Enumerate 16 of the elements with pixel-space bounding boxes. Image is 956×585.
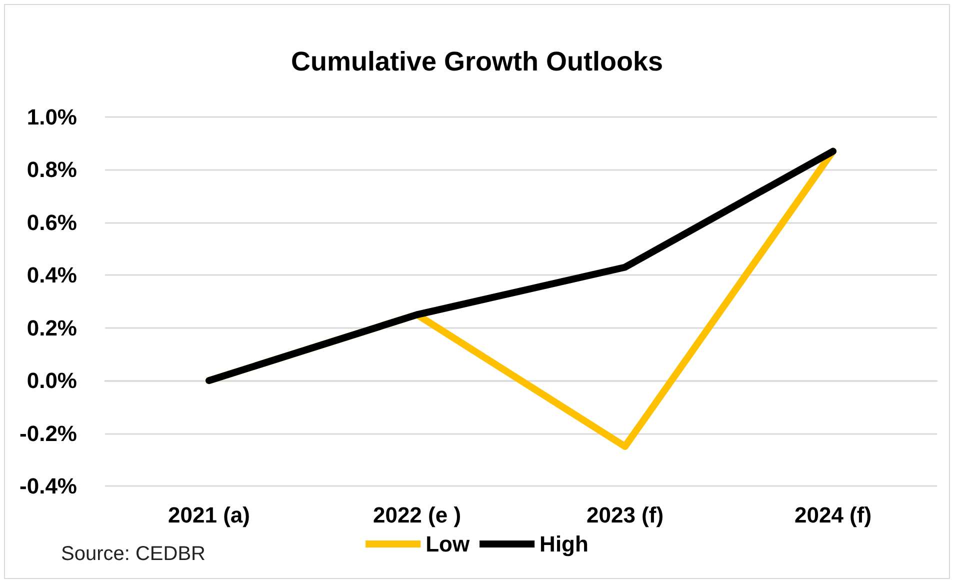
y-tick-label: 0.6% [26,210,77,235]
x-tick-label: 2021 (a) [168,502,250,528]
y-tick-label: -0.2% [20,420,77,446]
x-tick-label: 2022 (e ) [372,502,462,528]
x-tick-label: 2024 (f) [794,502,872,528]
source-note: Source: CEDBR [61,543,206,566]
chart-title: Cumulative Growth Outlooks [290,46,664,76]
y-tick-label: 0.2% [26,315,77,340]
x-tick-label: 2023 (f) [586,502,664,528]
y-tick-label: 1.0% [26,104,77,130]
y-tick-label: 0.8% [26,157,77,182]
y-tick-label: 0.0% [26,368,77,394]
y-tick-label: 0.4% [26,262,77,288]
legend-label: High [540,532,588,556]
legend-label: Low [426,532,470,556]
y-tick-label: -0.4% [20,474,77,498]
